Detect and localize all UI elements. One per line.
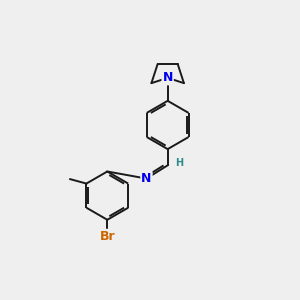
Text: N: N <box>163 71 173 84</box>
Text: H: H <box>175 158 183 168</box>
Text: N: N <box>141 172 152 185</box>
Text: Br: Br <box>100 230 115 243</box>
